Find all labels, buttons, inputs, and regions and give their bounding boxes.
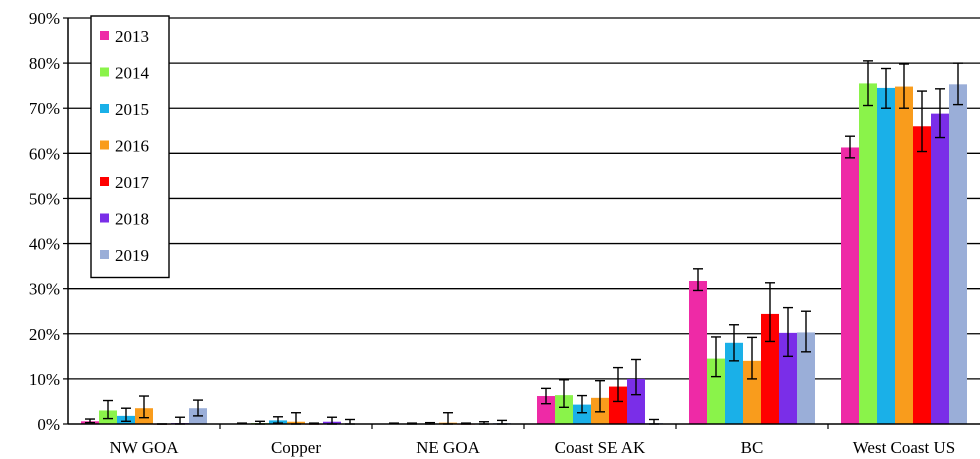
bars	[81, 83, 967, 425]
bar	[949, 84, 967, 425]
bar	[743, 360, 761, 424]
y-tick-label: 40%	[29, 235, 60, 254]
bar	[627, 378, 645, 424]
bar	[555, 395, 573, 424]
legend-label: 2013	[115, 27, 149, 46]
y-tick-label: 60%	[29, 144, 60, 163]
y-tick-label: 50%	[29, 189, 60, 208]
bar	[841, 147, 859, 425]
x-tick-label: Coast SE AK	[555, 438, 646, 457]
x-tick-label: Copper	[271, 438, 321, 457]
legend-label: 2018	[115, 210, 149, 229]
y-tick-labels: 0% 10% 20% 30% 40% 50% 60% 70% 80% 90%	[29, 9, 68, 434]
legend-label: 2019	[115, 246, 149, 265]
x-tick-labels: NW GOA Copper NE GOA Coast SE AK BC West Coas…	[109, 424, 955, 457]
bar	[895, 86, 913, 425]
x-tick-label: West Coast US	[853, 438, 956, 457]
x-tick-label: NE GOA	[416, 438, 480, 457]
legend-swatch	[100, 140, 109, 150]
bar	[609, 386, 627, 424]
legend-label: 2017	[115, 173, 150, 192]
bar	[707, 358, 725, 424]
y-tick-label: 10%	[29, 370, 60, 389]
legend-swatch	[100, 177, 109, 186]
legend-swatch	[100, 213, 109, 223]
y-tick-label: 80%	[29, 54, 60, 73]
bar	[725, 342, 743, 424]
x-tick-label: BC	[741, 438, 764, 457]
bar	[913, 126, 931, 425]
y-tick-label: 30%	[29, 280, 60, 299]
bar	[573, 404, 591, 424]
legend-box	[90, 15, 170, 279]
legend-label: 2016	[115, 137, 149, 156]
y-tick-label: 90%	[29, 9, 60, 28]
x-tick-label: NW GOA	[109, 438, 179, 457]
error-bars	[85, 60, 963, 425]
y-tick-label: 0%	[37, 415, 60, 434]
bar	[859, 83, 877, 425]
legend-label: 2015	[115, 100, 149, 119]
legend-swatch	[100, 250, 109, 259]
legend-label: 2014	[115, 64, 150, 83]
legend-swatch	[100, 31, 109, 40]
y-tick-label: 70%	[29, 99, 60, 118]
legend-swatch	[100, 67, 109, 77]
bar	[877, 87, 895, 424]
legend: 2013 2014 2015 2016 2017 2018 2019	[90, 15, 170, 279]
legend-swatch	[100, 104, 109, 113]
bar	[931, 113, 949, 424]
bar	[689, 280, 707, 424]
gridlines	[68, 17, 980, 380]
y-tick-label: 20%	[29, 325, 60, 344]
bar	[797, 332, 815, 424]
